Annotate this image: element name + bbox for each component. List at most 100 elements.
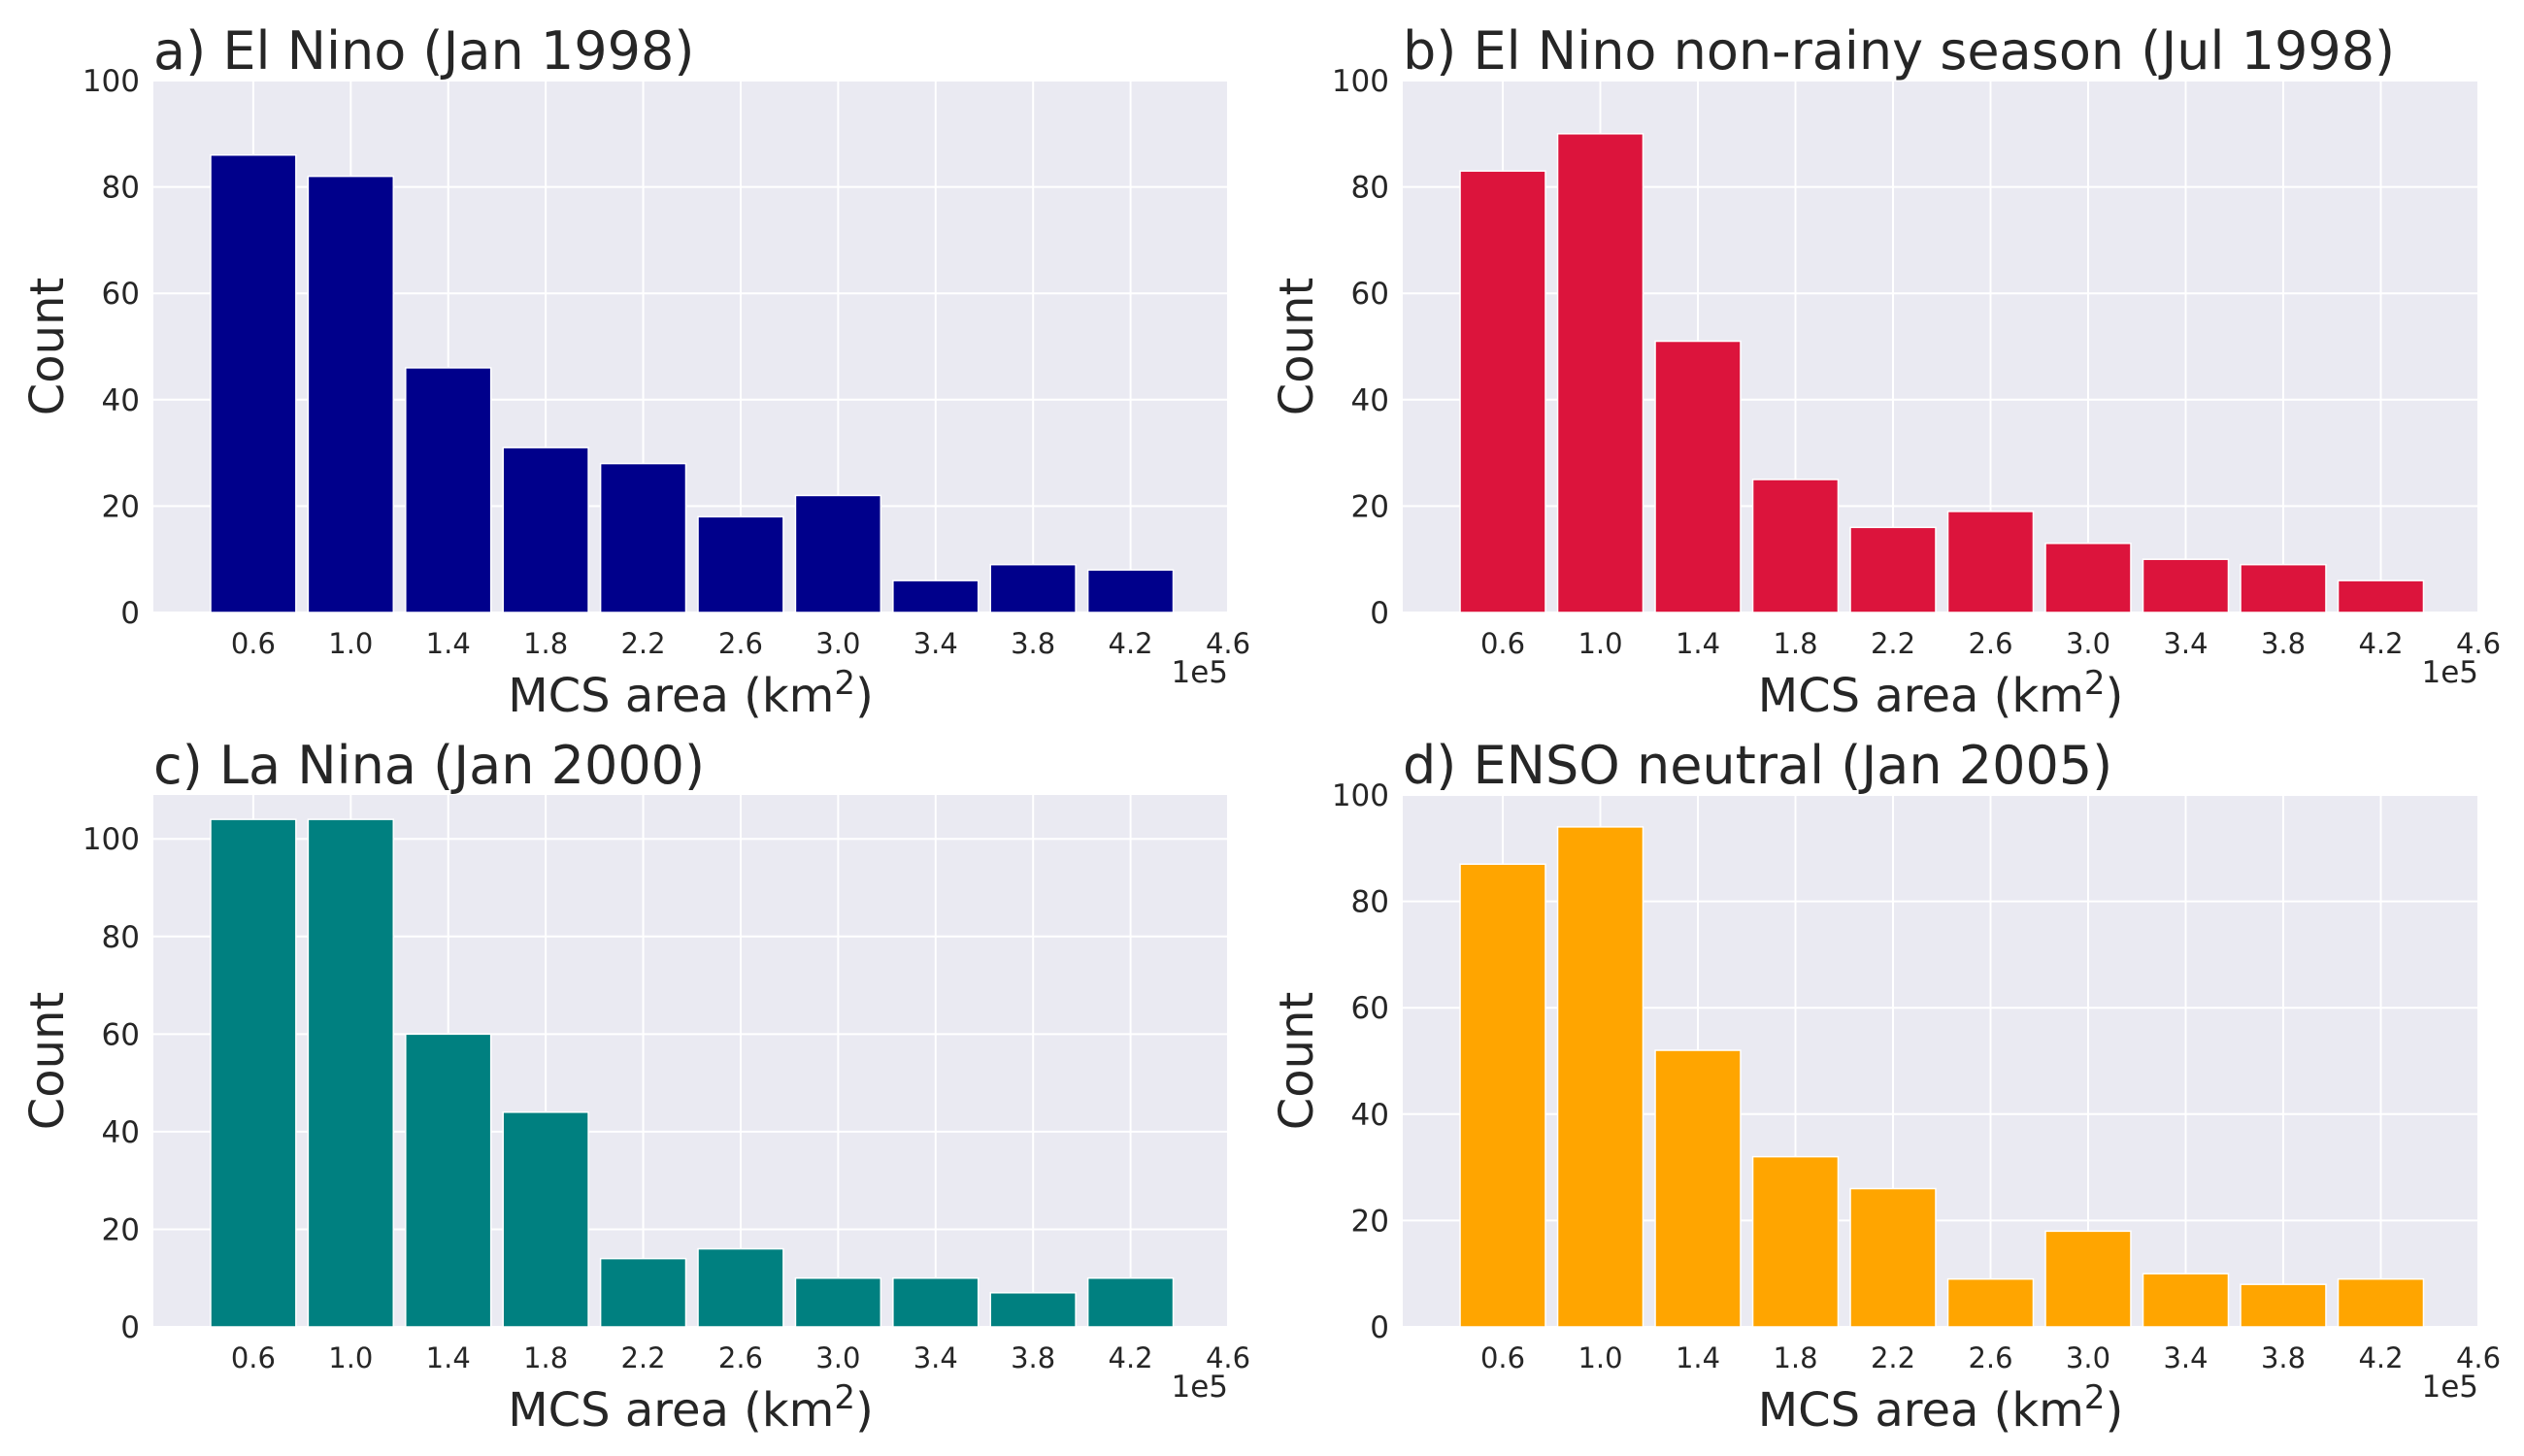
bar bbox=[2044, 543, 2132, 613]
y-tick-labels: 0 20 40 60 80 100 bbox=[83, 822, 140, 1345]
bar bbox=[210, 153, 297, 613]
x-tick-label: 3.8 bbox=[1011, 627, 1055, 660]
x-tick-label: 2.6 bbox=[1968, 1341, 2012, 1374]
y-tick-label: 60 bbox=[1351, 277, 1389, 312]
bar bbox=[1946, 1277, 2035, 1328]
y-tick-label: 60 bbox=[1351, 991, 1389, 1026]
x-tick-label: 3.0 bbox=[2066, 627, 2110, 660]
bar bbox=[1654, 1049, 1742, 1328]
y-tick-label: 80 bbox=[1351, 885, 1389, 920]
bar bbox=[1086, 569, 1175, 613]
x-tick-label: 2.2 bbox=[620, 1341, 665, 1374]
bar bbox=[1751, 479, 1840, 613]
y-axis-label: Count bbox=[1270, 278, 1324, 416]
x-tick-label: 3.4 bbox=[913, 1341, 958, 1374]
bar bbox=[1556, 133, 1644, 613]
bar bbox=[892, 1276, 980, 1328]
x-tick-label: 3.8 bbox=[2261, 1341, 2306, 1374]
x-tick-label: 1.4 bbox=[1676, 627, 1720, 660]
x-tick-label: 2.6 bbox=[718, 1341, 763, 1374]
y-tick-label: 0 bbox=[120, 596, 140, 631]
y-tick-label: 40 bbox=[102, 383, 140, 418]
bar bbox=[307, 175, 395, 613]
x-tick-label: 1.8 bbox=[1773, 627, 1817, 660]
bar bbox=[697, 515, 784, 613]
panel-title: c) La Nina (Jan 2000) bbox=[153, 735, 705, 796]
x-axis-label: MCS area (km2) bbox=[1758, 664, 2124, 723]
x-tick-label: 0.6 bbox=[231, 627, 276, 660]
x-tick-label: 1.0 bbox=[1578, 627, 1622, 660]
x-tick-label: 0.6 bbox=[231, 1341, 276, 1374]
x-offset-text: 1e5 bbox=[2421, 655, 2478, 690]
y-tick-label: 100 bbox=[1332, 64, 1389, 99]
bar bbox=[599, 1257, 687, 1328]
panel-title: b) El Nino non-rainy season (Jul 1998) bbox=[1403, 20, 2395, 82]
panel-d: 0.6 1.0 1.4 1.8 2.2 2.6 3.0 3.4 3.8 4.2 4.6 0 20 40 6… bbox=[1270, 735, 2501, 1438]
panel-title: a) El Nino (Jan 1998) bbox=[153, 20, 694, 82]
y-tick-label: 60 bbox=[102, 1017, 140, 1052]
y-tick-label: 100 bbox=[83, 64, 140, 99]
x-tick-label: 0.6 bbox=[1480, 627, 1525, 660]
y-tick-label: 80 bbox=[1351, 171, 1389, 206]
x-tick-label: 3.0 bbox=[815, 627, 860, 660]
x-tick-label: 1.4 bbox=[1676, 1341, 1720, 1374]
x-tick-label: 2.2 bbox=[1871, 1341, 1915, 1374]
x-tick-label: 4.2 bbox=[2358, 627, 2403, 660]
y-tick-label: 100 bbox=[1332, 778, 1389, 813]
bar bbox=[2142, 1273, 2230, 1328]
y-tick-label: 40 bbox=[102, 1115, 140, 1150]
x-tick-label: 3.0 bbox=[815, 1341, 860, 1374]
y-tick-label: 20 bbox=[1351, 489, 1389, 524]
y-tick-labels: 0 20 40 60 80 100 bbox=[83, 64, 140, 631]
y-tick-label: 20 bbox=[102, 1212, 140, 1247]
x-tick-label: 3.4 bbox=[2163, 627, 2208, 660]
y-tick-label: 0 bbox=[1370, 596, 1389, 631]
x-tick-label: 3.8 bbox=[2261, 627, 2306, 660]
bar bbox=[794, 494, 882, 613]
bar bbox=[405, 367, 492, 613]
x-tick-label: 1.4 bbox=[426, 1341, 471, 1374]
bar bbox=[1849, 1187, 1937, 1328]
x-tick-label: 4.6 bbox=[1206, 1341, 1250, 1374]
x-tick-label: 4.6 bbox=[2456, 1341, 2501, 1374]
bar bbox=[989, 563, 1077, 613]
x-tick-label: 2.2 bbox=[620, 627, 665, 660]
x-tick-label: 1.4 bbox=[426, 627, 471, 660]
bar bbox=[502, 447, 589, 613]
bar bbox=[599, 462, 687, 613]
x-tick-label: 4.6 bbox=[1206, 627, 1250, 660]
y-tick-label: 20 bbox=[1351, 1204, 1389, 1239]
bar bbox=[1459, 863, 1546, 1328]
y-tick-label: 40 bbox=[1351, 1098, 1389, 1133]
x-tick-labels: 0.6 1.0 1.4 1.8 2.2 2.6 3.0 3.4 3.8 4.2 4.6 bbox=[1480, 1341, 2501, 1374]
x-tick-labels: 0.6 1.0 1.4 1.8 2.2 2.6 3.0 3.4 3.8 4.2 4.6 bbox=[231, 627, 1250, 660]
x-tick-label: 1.0 bbox=[1578, 1341, 1622, 1374]
bar bbox=[1751, 1155, 1840, 1328]
bar bbox=[1556, 826, 1644, 1328]
y-tick-label: 0 bbox=[1370, 1310, 1389, 1345]
y-tick-label: 80 bbox=[102, 171, 140, 206]
y-axis-label: Count bbox=[20, 992, 75, 1131]
panel-b: 0.6 1.0 1.4 1.8 2.2 2.6 3.0 3.4 3.8 4.2 4.6 0 20 40 6… bbox=[1270, 20, 2501, 723]
y-axis-label: Count bbox=[20, 278, 75, 416]
x-tick-label: 1.0 bbox=[328, 1341, 373, 1374]
x-tick-label: 4.2 bbox=[1109, 627, 1153, 660]
bar bbox=[989, 1292, 1077, 1328]
x-tick-label: 1.0 bbox=[328, 627, 373, 660]
bar bbox=[1849, 526, 1937, 613]
bar bbox=[2337, 1277, 2425, 1328]
bar bbox=[2240, 1283, 2327, 1328]
bars bbox=[1459, 133, 2425, 613]
y-tick-label: 80 bbox=[102, 920, 140, 955]
y-tick-label: 20 bbox=[102, 489, 140, 524]
x-tick-label: 0.6 bbox=[1480, 1341, 1525, 1374]
bar bbox=[2142, 558, 2230, 613]
x-tick-labels: 0.6 1.0 1.4 1.8 2.2 2.6 3.0 3.4 3.8 4.2 4.6 bbox=[231, 1341, 1250, 1374]
x-tick-label: 3.4 bbox=[2163, 1341, 2208, 1374]
x-axis-label: MCS area (km2) bbox=[1758, 1378, 2124, 1438]
bars bbox=[1459, 826, 2425, 1328]
bar bbox=[697, 1247, 784, 1328]
y-axis-label: Count bbox=[1270, 992, 1324, 1131]
x-offset-text: 1e5 bbox=[1171, 655, 1228, 690]
